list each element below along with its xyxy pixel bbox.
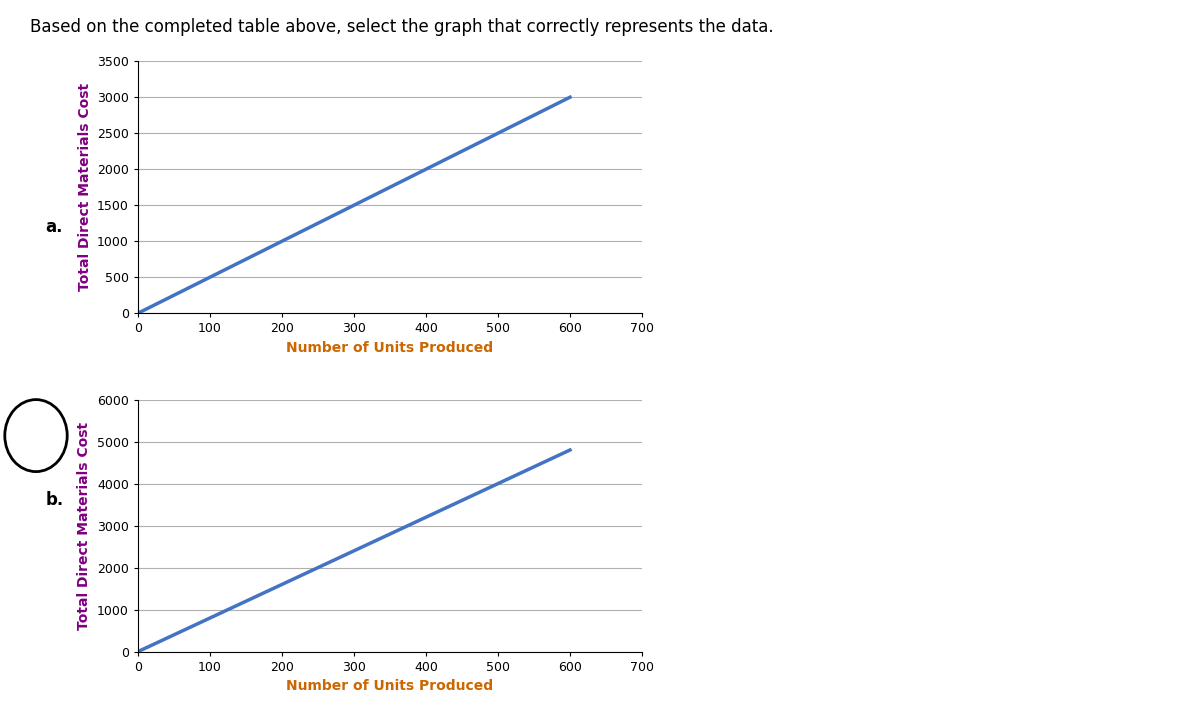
X-axis label: Number of Units Produced: Number of Units Produced bbox=[287, 341, 493, 355]
Text: a.: a. bbox=[46, 217, 64, 235]
X-axis label: Number of Units Produced: Number of Units Produced bbox=[287, 679, 493, 693]
Y-axis label: Total Direct Materials Cost: Total Direct Materials Cost bbox=[78, 421, 91, 630]
Text: b.: b. bbox=[46, 491, 64, 510]
Text: Based on the completed table above, select the graph that correctly represents t: Based on the completed table above, sele… bbox=[30, 18, 774, 36]
Y-axis label: Total Direct Materials Cost: Total Direct Materials Cost bbox=[78, 83, 91, 292]
